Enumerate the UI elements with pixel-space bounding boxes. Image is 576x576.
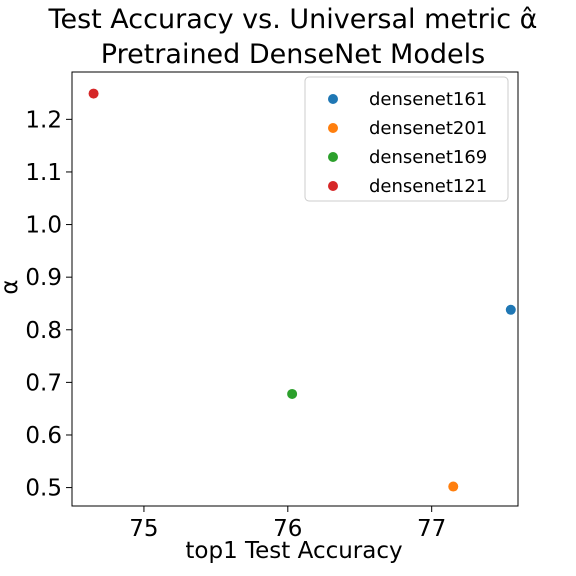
- y-tick-label: 0.5: [25, 476, 62, 502]
- y-tick-label: 1.0: [25, 213, 62, 239]
- legend-label-densenet169: densenet169: [369, 147, 487, 168]
- x-tick-label: 77: [417, 516, 446, 542]
- legend-label-densenet161: densenet161: [369, 89, 487, 110]
- y-tick-label: 1.2: [25, 107, 62, 133]
- legend-marker-densenet201: [328, 123, 338, 133]
- legend-marker-densenet161: [328, 94, 338, 104]
- y-tick-label: 0.6: [25, 423, 62, 449]
- plot-frame: [71, 71, 519, 507]
- x-axis-label: top1 Test Accuracy: [185, 538, 402, 564]
- legend-marker-densenet121: [328, 181, 338, 191]
- y-tick-label: 0.9: [25, 265, 62, 291]
- y-tick-label: 0.8: [25, 318, 62, 344]
- y-tick-label: 1.1: [25, 160, 62, 186]
- data-point-densenet121: [88, 88, 99, 99]
- y-tick-label: 0.7: [25, 370, 62, 396]
- plot-area: 75 76 77 0.5 0.6 0.7 0.8 0.9 1.0 1.1 1.2: [25, 71, 519, 542]
- y-axis-label: α: [0, 279, 23, 294]
- legend-marker-densenet169: [328, 152, 338, 162]
- chart-title-line1: Test Accuracy vs. Universal metric α̂: [48, 4, 538, 35]
- data-point-densenet201: [448, 481, 459, 492]
- x-tick-label: 75: [129, 516, 158, 542]
- legend-label-densenet201: densenet201: [369, 118, 487, 139]
- chart-title-line2: Pretrained DenseNet Models: [101, 39, 485, 70]
- data-point-densenet161: [505, 304, 516, 315]
- legend-box: [304, 76, 509, 202]
- legend-label-densenet121: densenet121: [369, 176, 487, 197]
- legend: densenet161 densenet201 densenet169 densene…: [304, 76, 509, 202]
- x-tick-label: 76: [273, 516, 302, 542]
- data-point-densenet169: [287, 388, 298, 399]
